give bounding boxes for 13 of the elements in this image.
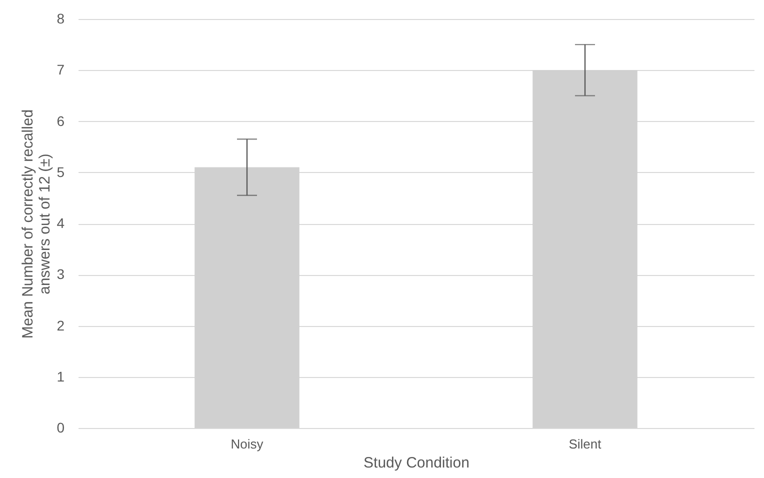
y-tick-label: 2 [56, 317, 65, 334]
y-tick-label: 5 [56, 164, 65, 180]
y-tick-label: 3 [56, 266, 65, 282]
y-tick-label: 4 [56, 215, 65, 231]
y-tick-label: 7 [56, 62, 65, 78]
x-axis-title: Study Condition [364, 454, 470, 472]
y-tick-label: 0 [56, 420, 65, 436]
y-tick-label: 1 [56, 368, 65, 384]
x-tick-label: Silent [568, 436, 602, 452]
y-tick-label: 6 [56, 112, 65, 129]
x-tick-label: Noisy [230, 436, 264, 452]
y-axis-title: Mean Number of correctly recalled answers out of 12 (±) [20, 109, 54, 339]
y-tick-label: 8 [56, 10, 65, 26]
